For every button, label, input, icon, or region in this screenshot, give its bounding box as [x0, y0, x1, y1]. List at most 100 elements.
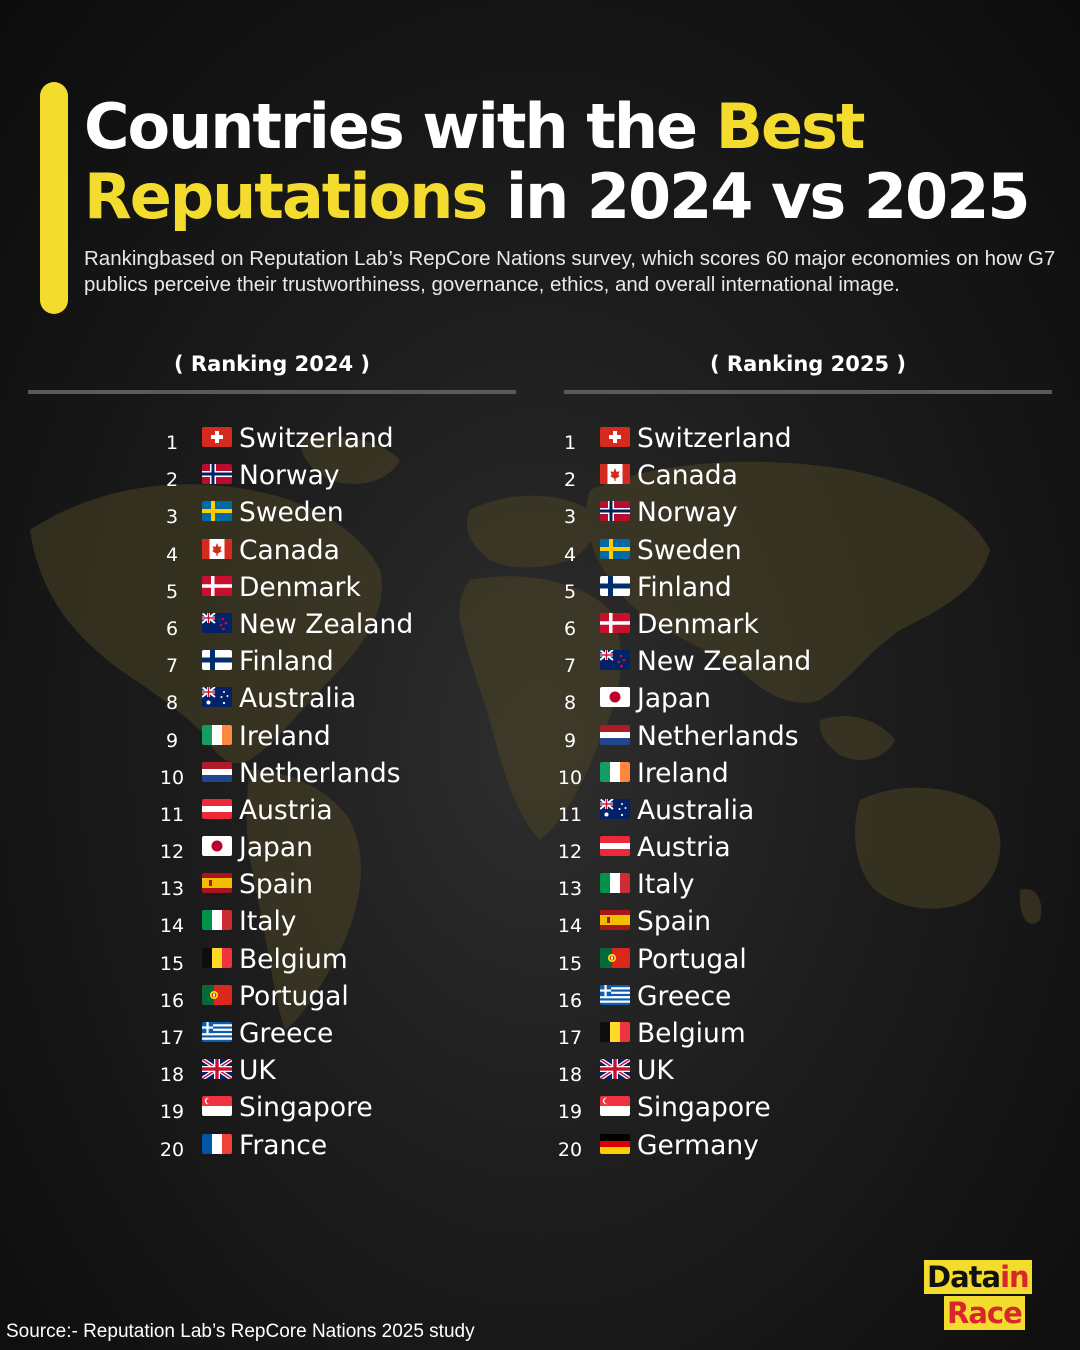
country-name: Australia: [239, 683, 357, 715]
country-name: Sweden: [239, 497, 344, 529]
country-name: UK: [637, 1055, 674, 1087]
country-name: Austria: [239, 794, 333, 826]
norway-flag-icon: [202, 464, 232, 485]
japan-flag-icon: [600, 687, 630, 708]
country-name: Finland: [637, 571, 732, 603]
rank-number: 16: [159, 989, 185, 1012]
country-name: Spain: [637, 906, 712, 938]
rank-number: 9: [165, 729, 179, 752]
denmark-flag-icon: [202, 575, 232, 596]
rank-number: 13: [557, 878, 583, 901]
rank-number: 2: [563, 469, 577, 492]
rank-row: 20 Germany: [556, 1129, 876, 1166]
rank-number: 2: [165, 469, 179, 492]
austria-flag-icon: [600, 836, 630, 857]
rank-number: 18: [159, 1064, 185, 1087]
rank-number: 19: [159, 1101, 185, 1124]
rank-row: 5 Denmark: [158, 571, 458, 608]
rank-row: 17 Greece: [158, 1017, 458, 1054]
country-name: Canada: [637, 460, 738, 492]
rank-number: 16: [557, 989, 583, 1012]
rank-row: 12 Japan: [158, 831, 458, 868]
new-zealand-flag-icon: [202, 612, 232, 633]
switzerland-flag-icon: [202, 427, 232, 447]
canada-flag-icon: [202, 538, 232, 559]
ireland-flag-icon: [600, 761, 630, 782]
italy-flag-icon: [600, 873, 630, 894]
rank-row: 3 Sweden: [158, 496, 458, 533]
country-name: Singapore: [637, 1092, 771, 1124]
country-name: Japan: [239, 832, 313, 864]
rank-row: 19 Singapore: [158, 1091, 458, 1128]
rank-row: 15 Portugal: [556, 943, 876, 980]
country-name: Singapore: [239, 1092, 373, 1124]
france-flag-icon: [202, 1133, 232, 1154]
rank-row: 7 New Zealand: [556, 645, 876, 682]
rank-row: 4 Sweden: [556, 534, 876, 571]
rank-number: 3: [563, 506, 577, 529]
ireland-flag-icon: [202, 724, 232, 745]
rank-row: 4 Canada: [158, 534, 458, 571]
country-name: Canada: [239, 534, 340, 566]
rank-row: 17 Belgium: [556, 1017, 876, 1054]
country-name: Spain: [239, 869, 314, 901]
rank-number: 8: [165, 692, 179, 715]
rank-row: 16 Portugal: [158, 980, 458, 1017]
column-divider-2024: [28, 390, 516, 394]
rank-number: 20: [557, 1138, 583, 1161]
column-heading-2025: ( Ranking 2025 ): [709, 352, 906, 376]
rank-row: 9 Netherlands: [556, 720, 876, 757]
rank-row: 19 Singapore: [556, 1091, 876, 1128]
country-name: Netherlands: [239, 757, 401, 789]
rank-row: 16 Greece: [556, 980, 876, 1017]
rank-row: 8 Japan: [556, 682, 876, 719]
rank-number: 13: [159, 878, 185, 901]
country-name: Switzerland: [239, 423, 394, 454]
canada-flag-icon: [600, 464, 630, 485]
rank-number: 9: [563, 729, 577, 752]
ranking-list-2025: 1 Switzerland 2 Canada 3 Norway 4 Sweden 5 Finlan…: [556, 422, 876, 1166]
country-name: Denmark: [239, 571, 361, 603]
rank-row: 8 Australia: [158, 682, 458, 719]
rank-row: 3 Norway: [556, 496, 876, 533]
country-name: Switzerland: [637, 423, 792, 454]
country-name: Greece: [239, 1018, 334, 1049]
rank-row: 1 Switzerland: [556, 422, 876, 459]
country-name: Finland: [239, 646, 334, 678]
rank-row: 20 France: [158, 1129, 458, 1166]
singapore-flag-icon: [202, 1096, 232, 1117]
source-note: Source:- Reputation Lab’s RepCore Nation…: [6, 1321, 475, 1342]
rank-number: 8: [563, 692, 577, 715]
rank-number: 6: [165, 617, 179, 640]
world-map-background: [30, 436, 1042, 1030]
netherlands-flag-icon: [600, 724, 630, 745]
switzerland-flag-icon: [600, 427, 630, 447]
rank-number: 3: [165, 506, 179, 529]
ranking-list-2024: 1 Switzerland 2 Norway 3 Sweden 4 Canada 5 Denmar…: [158, 422, 458, 1166]
country-name: Italy: [637, 869, 695, 901]
portugal-flag-icon: [600, 947, 630, 968]
rank-row: 15 Belgium: [158, 943, 458, 980]
rank-number: 19: [557, 1101, 583, 1124]
italy-flag-icon: [202, 910, 232, 931]
country-name: New Zealand: [239, 608, 414, 640]
rank-number: 17: [557, 1027, 583, 1049]
denmark-flag-icon: [600, 612, 630, 633]
netherlands-flag-icon: [202, 761, 232, 782]
country-name: Norway: [637, 497, 738, 529]
rank-number: 7: [165, 655, 179, 678]
rank-row: 2 Norway: [158, 459, 458, 496]
country-name: UK: [239, 1055, 276, 1087]
rank-row: 10 Netherlands: [158, 757, 458, 794]
rank-row: 14 Spain: [556, 905, 876, 942]
rank-row: 18 UK: [556, 1054, 876, 1091]
country-name: Sweden: [637, 534, 742, 566]
column-divider-2025: [564, 390, 1052, 394]
country-name: Australia: [637, 794, 755, 826]
rank-row: 13 Spain: [158, 868, 458, 905]
country-name: Greece: [637, 980, 732, 1012]
rank-number: 14: [557, 915, 583, 938]
sweden-flag-icon: [600, 538, 630, 559]
logo-text-data: Data: [927, 1260, 1001, 1294]
